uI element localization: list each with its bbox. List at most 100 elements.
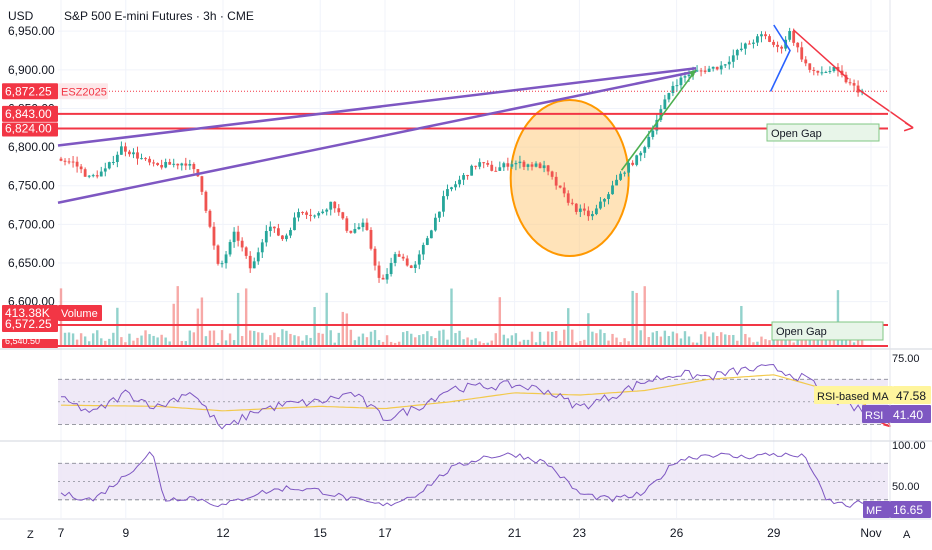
volume-bar (667, 336, 671, 346)
candle-body (558, 185, 562, 188)
candlestick-series (59, 27, 864, 284)
timezone-button[interactable]: Z (27, 529, 34, 541)
candle-body (494, 170, 498, 172)
volume-bar (385, 335, 389, 346)
volume-bar (498, 297, 502, 346)
volume-bar (83, 336, 87, 346)
volume-bar (132, 340, 135, 346)
volume-bar (663, 330, 667, 346)
candle-body (478, 162, 482, 167)
candle-body (663, 99, 667, 110)
rsi-name-tag: RSI (865, 410, 883, 422)
candle-body (240, 240, 244, 248)
candle-body (128, 151, 131, 155)
candle-body (727, 61, 731, 65)
candle-body (115, 154, 119, 163)
volume-bar (635, 292, 638, 346)
candle-body (671, 85, 675, 94)
candle-body (357, 227, 361, 230)
candle-body (595, 208, 598, 215)
candle-body (369, 229, 373, 249)
volume-bar (482, 342, 485, 346)
volume-bar (542, 341, 546, 346)
candle-body (590, 214, 594, 217)
volume-bar (156, 337, 159, 346)
volume-bar (301, 340, 304, 346)
candle-body (715, 66, 719, 70)
candle-body (731, 55, 735, 62)
volume-bar (152, 335, 155, 346)
open-gap-label-upper: Open Gap (771, 128, 822, 140)
x-tick-label: 26 (670, 526, 684, 540)
candle-body (272, 226, 276, 229)
candle-body (611, 185, 614, 195)
volume-bar (764, 339, 767, 346)
volume-bar (160, 334, 163, 346)
rsi-value-tag-bg (890, 405, 931, 423)
candle-body (425, 238, 429, 245)
candle-body (486, 163, 490, 165)
volume-bar (812, 338, 816, 346)
volume-bar (208, 330, 212, 346)
volume-bar (490, 340, 493, 346)
volume-bar (715, 336, 719, 346)
volume-bar (554, 330, 558, 346)
candle-body (309, 214, 312, 216)
volume-bar (691, 342, 695, 346)
volume-bar (104, 340, 107, 346)
rsi-pane (0, 348, 932, 430)
volume-bar (671, 331, 675, 346)
candle-body (514, 163, 518, 165)
candle-body (220, 263, 224, 265)
candle-body (172, 163, 176, 165)
last-price-tag: 6,872.25 (5, 84, 52, 98)
volume-bar (212, 330, 216, 346)
x-tick-label: 23 (573, 526, 587, 540)
volume-bar (196, 308, 200, 346)
candle-body (627, 162, 631, 173)
candle-body (554, 176, 558, 186)
candle-body (71, 161, 75, 163)
volume-bar (75, 339, 79, 346)
volume-bar (329, 330, 332, 346)
candle-body (260, 242, 264, 253)
candle-body (373, 248, 377, 266)
candle-body (349, 230, 353, 233)
open-gap-label-lower: Open Gap (776, 326, 827, 338)
candle-body (236, 231, 240, 241)
auto-scale-button[interactable]: A (903, 529, 911, 541)
candle-body (67, 161, 71, 163)
volume-bar (313, 307, 316, 346)
volume-bar (675, 333, 679, 346)
volume-bar (683, 331, 687, 346)
price-tick-label: 6,800.00 (8, 140, 55, 154)
open-gap-box-upper (766, 123, 880, 142)
candle-body (377, 265, 381, 278)
volume-bar (257, 332, 260, 346)
volume-bar (470, 339, 473, 346)
price-labels: 6,872.25 ESZ2025 6,843.006,824.00 413.38K Vo… (2, 83, 931, 518)
mf-value-tag: 16.65 (893, 503, 923, 517)
volume-bar (454, 333, 457, 346)
volume-bar (522, 339, 526, 346)
candle-body (530, 164, 534, 167)
candle-body (619, 173, 622, 180)
volume-bar (450, 288, 453, 346)
candle-body (345, 218, 349, 231)
candle-body (534, 163, 538, 167)
volume-bar (369, 331, 373, 346)
volume-bar (768, 340, 771, 346)
volume-bar (760, 336, 763, 346)
candle-body (75, 161, 79, 167)
volume-bar (116, 307, 119, 346)
candle-body (397, 254, 401, 257)
candle-body (401, 256, 405, 259)
volume-bar (140, 335, 143, 346)
volume-bar (615, 337, 618, 346)
annotation-layer-back (509, 99, 630, 257)
volume-bar (748, 337, 751, 346)
candle-body (176, 163, 180, 166)
volume-bar (112, 332, 115, 346)
candle-body (647, 136, 651, 148)
volume-bar (353, 340, 357, 346)
